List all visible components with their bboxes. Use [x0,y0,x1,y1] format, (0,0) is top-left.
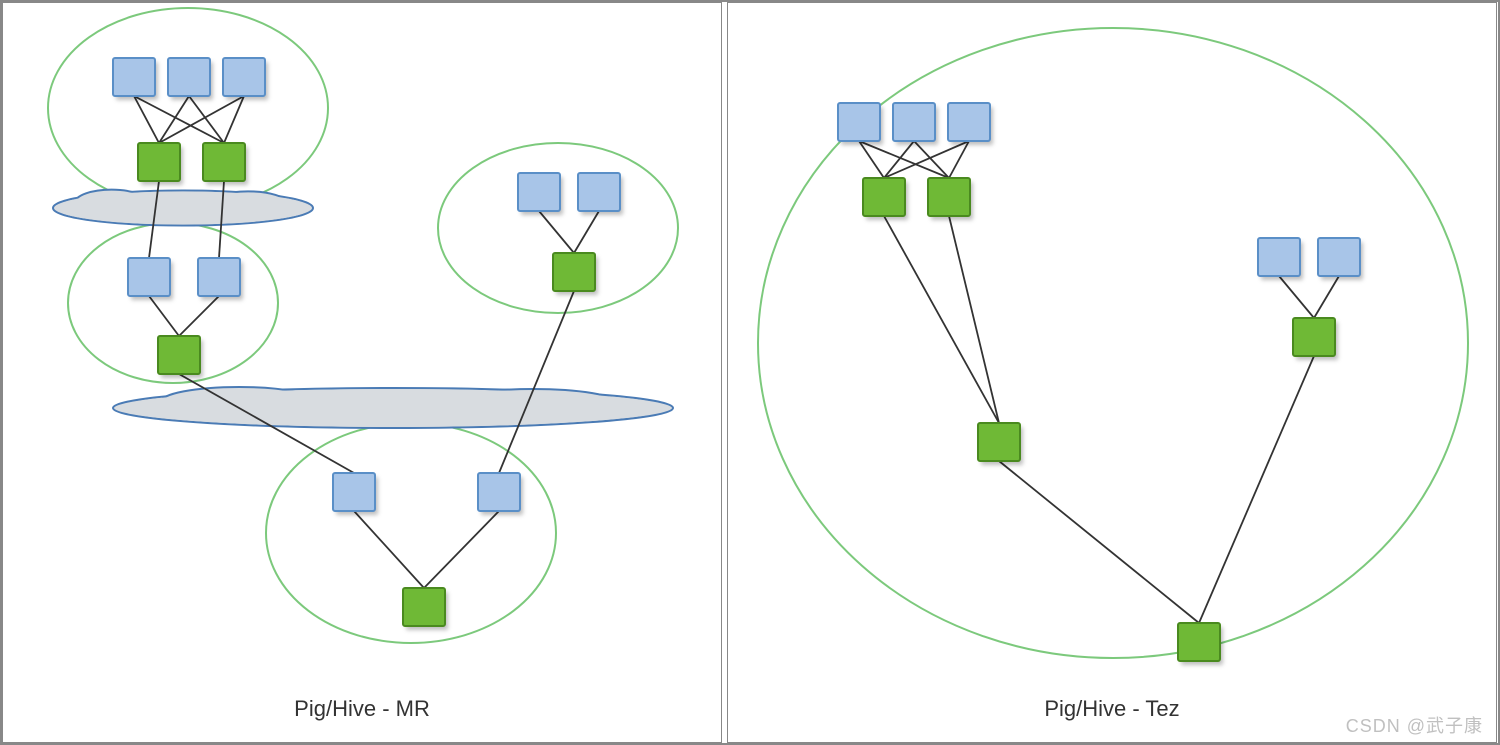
edge-line [149,296,179,336]
reduce-node [553,253,595,291]
map-node [128,258,170,296]
map-node [168,58,210,96]
map-node [578,173,620,211]
edge-line [914,141,949,178]
edge-line [1279,276,1314,318]
left-diagram-svg [3,3,723,683]
edge-line [539,211,574,253]
reduce-node [1178,623,1220,661]
edge-line [1314,276,1339,318]
edge-line [999,461,1199,623]
left-caption: Pig/Hive - MR [3,696,721,722]
edge-line [949,141,969,178]
map-node [893,103,935,141]
right-diagram-svg [728,3,1498,683]
hdfs-cloud [53,190,313,226]
reduce-node [978,423,1020,461]
hdfs-cloud [113,387,673,428]
reduce-node [203,143,245,181]
map-node [198,258,240,296]
map-node [1318,238,1360,276]
edge-line [189,96,224,143]
reduce-node [928,178,970,216]
reduce-node [138,143,180,181]
reduce-node [1293,318,1335,356]
edge-line [159,96,189,143]
edge-line [159,96,244,143]
group-ellipse [48,8,328,208]
edge-line [224,96,244,143]
edge-line [499,291,574,473]
map-node [113,58,155,96]
edge-line [179,296,219,336]
edge-line [1199,356,1314,623]
right-panel: Pig/Hive - Tez [727,2,1497,743]
map-node [333,473,375,511]
edge-line [884,216,999,423]
map-node [478,473,520,511]
map-node [518,173,560,211]
map-node [838,103,880,141]
map-node [223,58,265,96]
edge-line [354,511,424,588]
left-panel: Pig/Hive - MR [2,2,722,743]
map-node [948,103,990,141]
edge-line [949,216,999,423]
diagram-container: Pig/Hive - MR Pig/Hive - Tez CSDN @武子康 [0,0,1500,745]
reduce-node [863,178,905,216]
edge-line [884,141,969,178]
watermark-text: CSDN @武子康 [1346,712,1483,738]
map-node [1258,238,1300,276]
reduce-node [158,336,200,374]
edge-line [424,511,499,588]
edge-line [574,211,599,253]
reduce-node [403,588,445,626]
